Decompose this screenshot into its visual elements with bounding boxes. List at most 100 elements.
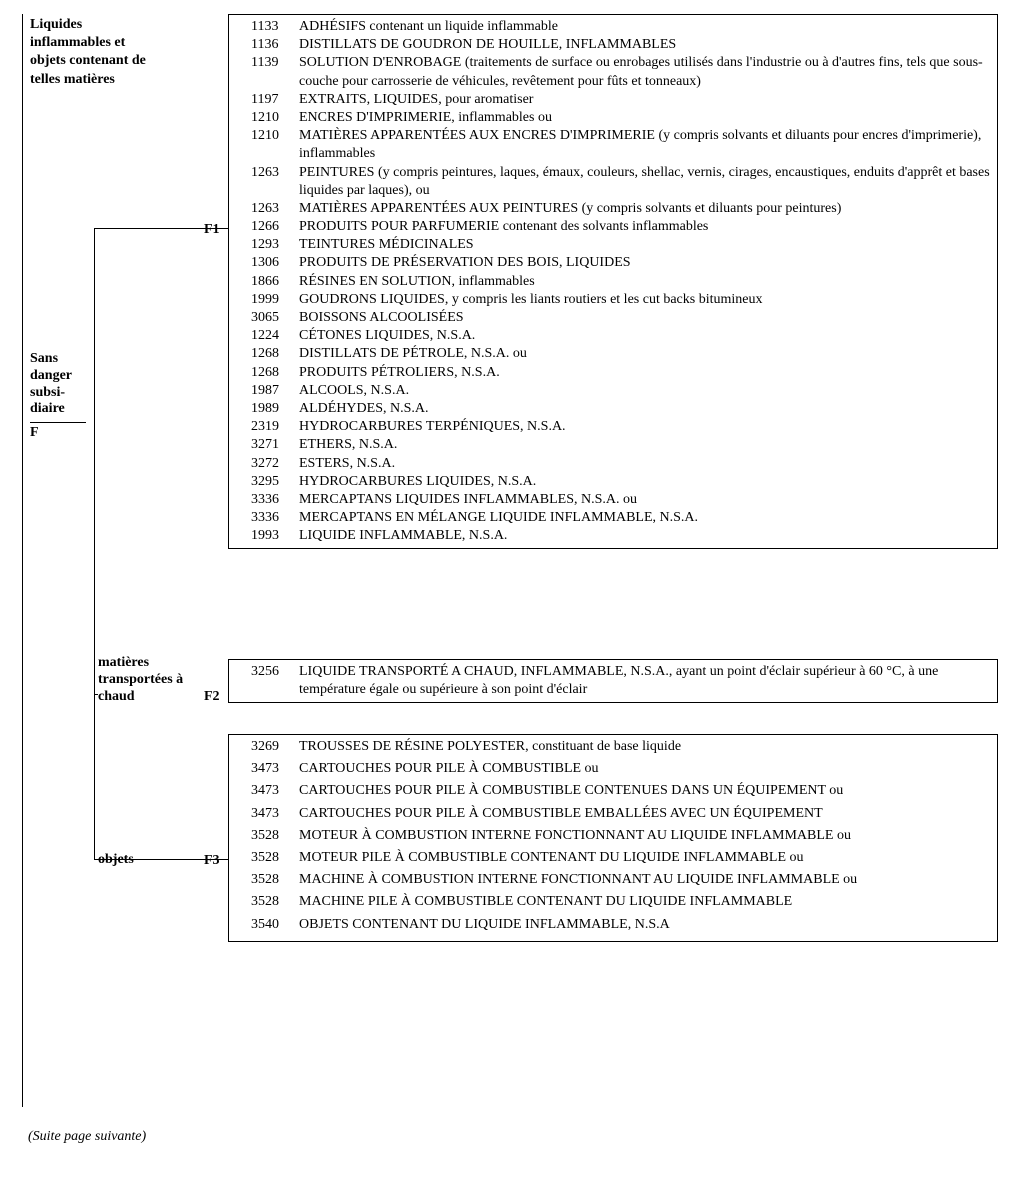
table-row: 3336MERCAPTANS LIQUIDES INFLAMMABLES, N.… (235, 491, 991, 509)
un-description: ADHÉSIFS contenant un liquide inflammabl… (293, 18, 991, 36)
box-f3: 3269TROUSSES DE RÉSINE POLYESTER, consti… (228, 734, 998, 942)
table-row: 1263PEINTURES (y compris peintures, laqu… (235, 164, 991, 200)
un-code: 3336 (235, 509, 293, 527)
un-description: EXTRAITS, LIQUIDES, pour aromatiser (293, 91, 991, 109)
un-code: 3473 (235, 782, 293, 800)
un-description: CARTOUCHES POUR PILE À COMBUSTIBLE EMBAL… (293, 805, 991, 823)
tree-line (94, 228, 95, 859)
table-row: 3271ETHERS, N.S.A. (235, 436, 991, 454)
un-description: TROUSSES DE RÉSINE POLYESTER, constituan… (293, 738, 991, 756)
sub-category-title: Sans danger subsi- diaire (30, 351, 85, 418)
un-code: 3540 (235, 916, 293, 934)
table-row: 3528MACHINE PILE À COMBUSTIBLE CONTENANT… (235, 893, 991, 911)
un-description: CÉTONES LIQUIDES, N.S.A. (293, 327, 991, 345)
un-description: CARTOUCHES POUR PILE À COMBUSTIBLE CONTE… (293, 782, 991, 800)
un-description: MATIÈRES APPARENTÉES AUX ENCRES D'IMPRIM… (293, 127, 991, 163)
un-description: MOTEUR À COMBUSTION INTERNE FONCTIONNANT… (293, 827, 991, 845)
branch-code-f2: F2 (204, 688, 220, 706)
sub-title-line: Sans (30, 351, 58, 366)
table-row: 3528MACHINE À COMBUSTION INTERNE FONCTIO… (235, 871, 991, 889)
table-row: 3540OBJETS CONTENANT DU LIQUIDE INFLAMMA… (235, 916, 991, 934)
footnote: (Suite page suivante) (28, 1128, 146, 1146)
un-code: 3269 (235, 738, 293, 756)
un-code: 3272 (235, 455, 293, 473)
un-code: 1224 (235, 327, 293, 345)
table-row: 3473CARTOUCHES POUR PILE À COMBUSTIBLE C… (235, 782, 991, 800)
table-row: 3256LIQUIDE TRANSPORTÉ A CHAUD, INFLAMMA… (235, 663, 991, 699)
sub-title-line: diaire (30, 401, 65, 416)
table-row: 3065BOISSONS ALCOOLISÉES (235, 309, 991, 327)
un-code: 1987 (235, 382, 293, 400)
sub-title-line: danger (30, 368, 72, 383)
un-code: 1210 (235, 109, 293, 127)
table-row: 3528MOTEUR PILE À COMBUSTIBLE CONTENANT … (235, 849, 991, 867)
un-description: ESTERS, N.S.A. (293, 455, 991, 473)
branch-code-f1: F1 (204, 221, 220, 239)
un-code: 3065 (235, 309, 293, 327)
un-code: 1993 (235, 527, 293, 545)
un-description: ALDÉHYDES, N.S.A. (293, 400, 991, 418)
un-code: 1293 (235, 236, 293, 254)
un-code: 1133 (235, 18, 293, 36)
un-code: 1989 (235, 400, 293, 418)
un-description: DISTILLATS DE PÉTROLE, N.S.A. ou (293, 345, 991, 363)
un-description: OBJETS CONTENANT DU LIQUIDE INFLAMMABLE,… (293, 916, 991, 934)
un-description: ALCOOLS, N.S.A. (293, 382, 991, 400)
un-code: 1210 (235, 127, 293, 145)
un-code: 1136 (235, 36, 293, 54)
table-row: 3269TROUSSES DE RÉSINE POLYESTER, consti… (235, 738, 991, 756)
sub-title-line: subsi- (30, 385, 65, 400)
table-row: 3473CARTOUCHES POUR PILE À COMBUSTIBLE E… (235, 805, 991, 823)
table-row: 1133ADHÉSIFS contenant un liquide inflam… (235, 18, 991, 36)
branch-label-f3: objets (98, 852, 158, 869)
un-code: 3528 (235, 849, 293, 867)
table-row: 3528MOTEUR À COMBUSTION INTERNE FONCTION… (235, 827, 991, 845)
un-code: 1266 (235, 218, 293, 236)
un-description: PRODUITS POUR PARFUMERIE contenant des s… (293, 218, 991, 236)
box-f2: 3256LIQUIDE TRANSPORTÉ A CHAUD, INFLAMMA… (228, 659, 998, 703)
main-category-title: Liquides inflammables et objets contenan… (30, 16, 160, 89)
table-row: 1210MATIÈRES APPARENTÉES AUX ENCRES D'IM… (235, 127, 991, 163)
branch-label-f2: matières transportées à chaud (98, 655, 198, 705)
un-description: PEINTURES (y compris peintures, laques, … (293, 164, 991, 200)
un-code: 1263 (235, 200, 293, 218)
un-description: ETHERS, N.S.A. (293, 436, 991, 454)
un-code: 1197 (235, 91, 293, 109)
table-row: 1197EXTRAITS, LIQUIDES, pour aromatiser (235, 91, 991, 109)
table-row: 1210ENCRES D'IMPRIMERIE, inflammables ou (235, 109, 991, 127)
table-row: 1993LIQUIDE INFLAMMABLE, N.S.A. (235, 527, 991, 545)
un-code: 3295 (235, 473, 293, 491)
un-description: SOLUTION D'ENROBAGE (traitements de surf… (293, 54, 991, 90)
un-description: GOUDRONS LIQUIDES, y compris les liants … (293, 291, 991, 309)
un-code: 3528 (235, 827, 293, 845)
un-description: PRODUITS DE PRÉSERVATION DES BOIS, LIQUI… (293, 254, 991, 272)
table-row: 1139SOLUTION D'ENROBAGE (traitements de … (235, 54, 991, 90)
table-row: 1136DISTILLATS DE GOUDRON DE HOUILLE, IN… (235, 36, 991, 54)
table-row: 1999GOUDRONS LIQUIDES, y compris les lia… (235, 291, 991, 309)
table-row: 2319HYDROCARBURES TERPÉNIQUES, N.S.A. (235, 418, 991, 436)
un-code: 3528 (235, 893, 293, 911)
table-row: 1987ALCOOLS, N.S.A. (235, 382, 991, 400)
box-f1: 1133ADHÉSIFS contenant un liquide inflam… (228, 14, 998, 549)
un-description: HYDROCARBURES LIQUIDES, N.S.A. (293, 473, 991, 491)
un-description: RÉSINES EN SOLUTION, inflammables (293, 273, 991, 291)
un-code: 1999 (235, 291, 293, 309)
un-description: BOISSONS ALCOOLISÉES (293, 309, 991, 327)
table-row: 3272ESTERS, N.S.A. (235, 455, 991, 473)
table-row: 1989ALDÉHYDES, N.S.A. (235, 400, 991, 418)
un-code: 1263 (235, 164, 293, 182)
un-description: LIQUIDE TRANSPORTÉ A CHAUD, INFLAMMABLE,… (293, 663, 991, 699)
table-row: 1268DISTILLATS DE PÉTROLE, N.S.A. ou (235, 345, 991, 363)
un-description: CARTOUCHES POUR PILE À COMBUSTIBLE ou (293, 760, 991, 778)
un-description: HYDROCARBURES TERPÉNIQUES, N.S.A. (293, 418, 991, 436)
un-description: PRODUITS PÉTROLIERS, N.S.A. (293, 364, 991, 382)
un-description: ENCRES D'IMPRIMERIE, inflammables ou (293, 109, 991, 127)
tree-line (94, 228, 228, 229)
table-row: 3473CARTOUCHES POUR PILE À COMBUSTIBLE o… (235, 760, 991, 778)
un-code: 3473 (235, 805, 293, 823)
un-description: MERCAPTANS EN MÉLANGE LIQUIDE INFLAMMABL… (293, 509, 991, 527)
un-description: MACHINE À COMBUSTION INTERNE FONCTIONNAN… (293, 871, 991, 889)
table-row: 1263MATIÈRES APPARENTÉES AUX PEINTURES (… (235, 200, 991, 218)
un-description: DISTILLATS DE GOUDRON DE HOUILLE, INFLAM… (293, 36, 991, 54)
table-row: 1224CÉTONES LIQUIDES, N.S.A. (235, 327, 991, 345)
